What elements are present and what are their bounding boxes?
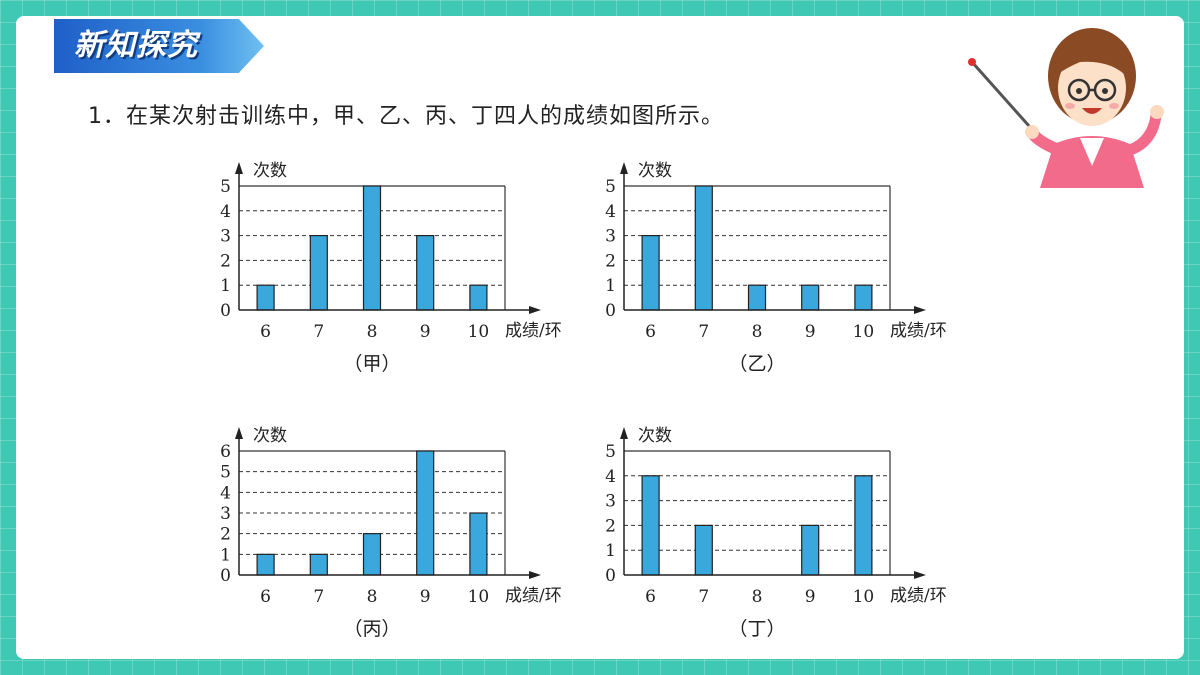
chart-caption: （乙） [728,353,785,375]
bar-10 [469,512,488,576]
x-tick-label: 9 [805,322,816,342]
x-tick-label: 8 [752,587,763,607]
bar-7 [309,234,328,311]
bar-6 [256,284,275,311]
y-tick-label: 5 [220,463,231,483]
y-tick-label: 4 [220,202,231,222]
y-tick-label: 4 [220,483,231,503]
x-axis-arrow [914,306,926,314]
y-tick-label: 5 [220,177,231,197]
y-tick-label: 5 [605,442,616,462]
y-tick-label: 0 [605,566,616,586]
y-tick-label: 3 [220,504,231,524]
x-tick-label: 10 [853,322,875,342]
x-tick-label: 7 [698,322,709,342]
y-tick-label: 2 [220,251,231,271]
x-axis-title: 成绩/环 [890,586,947,606]
bar-8 [362,533,382,576]
y-tick-label: 0 [220,566,231,586]
bar-8 [362,185,382,311]
x-tick-label: 9 [420,322,431,342]
chart-caption: （丁） [728,618,785,640]
x-tick-label: 7 [313,587,324,607]
x-tick-label: 6 [645,587,656,607]
y-tick-label: 2 [220,525,231,545]
y-tick-label: 6 [220,442,231,462]
x-tick-label: 6 [260,322,271,342]
y-axis-arrow [235,427,243,439]
x-tick-label: 6 [260,587,271,607]
bar-7 [694,185,713,311]
bar-10 [854,284,873,311]
x-tick-label: 7 [313,322,324,342]
x-tick-label: 6 [645,322,656,342]
x-tick-label: 8 [367,322,378,342]
chart-caption: （丙） [343,618,400,640]
bar-10 [469,284,488,311]
question-text: 1．在某次射击训练中，甲、乙、丙、丁四人的成绩如图所示。 [88,104,724,129]
y-tick-label: 5 [605,177,616,197]
y-tick-label: 2 [605,251,616,271]
y-tick-label: 0 [605,301,616,321]
y-axis-arrow [620,427,628,439]
y-tick-label: 1 [220,545,231,565]
bar-9 [416,234,435,311]
chart-caption: （甲） [343,353,400,375]
content-panel [16,16,1184,659]
x-tick-label: 7 [698,587,709,607]
x-tick-label: 9 [805,587,816,607]
y-tick-label: 1 [220,276,231,296]
x-axis-arrow [529,306,541,314]
x-tick-label: 10 [468,322,490,342]
bar-9 [801,524,820,576]
y-tick-label: 0 [220,301,231,321]
y-tick-label: 1 [605,276,616,296]
x-axis-arrow [529,571,541,579]
y-axis-arrow [235,162,243,174]
x-axis-arrow [914,571,926,579]
bar-7 [694,524,713,576]
y-tick-label: 1 [605,541,616,561]
y-tick-label: 3 [605,227,616,247]
bar-6 [641,475,660,576]
y-axis-title: 次数 [253,161,287,181]
x-tick-label: 8 [367,587,378,607]
x-tick-label: 10 [468,587,490,607]
x-axis-title: 成绩/环 [890,321,947,341]
bar-6 [256,553,275,576]
bar-6 [641,234,660,311]
bar-9 [416,450,435,576]
bar-10 [854,475,873,576]
x-axis-title: 成绩/环 [505,321,562,341]
x-tick-label: 10 [853,587,875,607]
x-axis-title: 成绩/环 [505,586,562,606]
section-title: 新知探究 [74,28,198,63]
y-tick-label: 3 [605,492,616,512]
bar-8 [747,284,767,311]
y-axis-title: 次数 [638,161,672,181]
bar-9 [801,284,820,311]
y-axis-title: 次数 [638,426,672,446]
y-tick-label: 3 [220,227,231,247]
bar-7 [309,553,328,576]
y-tick-label: 2 [605,516,616,536]
y-tick-label: 4 [605,467,616,487]
y-axis-title: 次数 [253,426,287,446]
x-tick-label: 8 [752,322,763,342]
y-axis-arrow [620,162,628,174]
section-banner [54,19,264,73]
teacher-with-pointer-icon [968,28,1164,188]
y-tick-label: 4 [605,202,616,222]
x-tick-label: 9 [420,587,431,607]
